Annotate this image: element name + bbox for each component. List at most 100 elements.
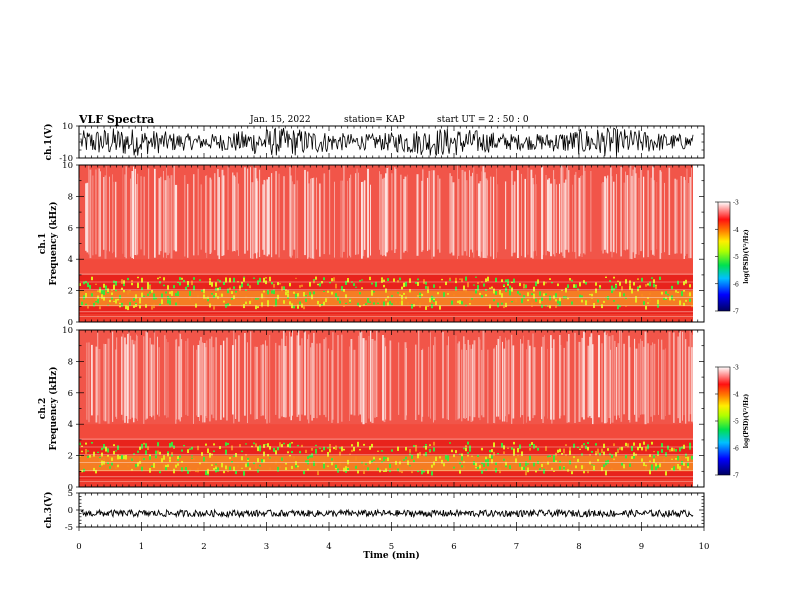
streak (275, 342, 277, 415)
activity-patch (223, 300, 225, 303)
streak (181, 339, 183, 418)
activity-patch (225, 277, 227, 282)
activity-patch (587, 300, 589, 303)
streak (143, 336, 145, 424)
activity-patch (269, 457, 271, 459)
streak (487, 349, 489, 424)
activity-patch (339, 447, 341, 449)
activity-patch (229, 304, 231, 306)
streak (256, 178, 258, 259)
streak (598, 335, 600, 418)
activity-patch (633, 282, 635, 286)
streak (358, 335, 359, 416)
activity-patch (477, 466, 479, 470)
colorbar-2-label: log(PSD)(V²/Hz) (743, 394, 750, 449)
activity-patch (347, 459, 349, 465)
activity-patch (619, 447, 621, 450)
activity-patch (275, 298, 277, 304)
streak (653, 180, 655, 256)
activity-patch (263, 277, 265, 283)
activity-patch (501, 442, 503, 448)
streak (337, 335, 339, 424)
activity-patch (203, 294, 205, 299)
activity-patch (307, 456, 309, 459)
streak (187, 338, 189, 416)
activity-patch (529, 448, 531, 451)
activity-patch (217, 279, 219, 281)
spectrogram-1-band-2-3khz (79, 274, 693, 291)
activity-patch (689, 298, 691, 302)
streak (605, 334, 607, 424)
activity-patch (433, 284, 435, 288)
activity-patch (617, 304, 619, 310)
activity-patch (121, 287, 123, 290)
activity-patch (141, 277, 143, 283)
activity-patch (477, 282, 479, 284)
streak (341, 334, 343, 422)
activity-patch (439, 456, 441, 459)
streak (496, 345, 497, 417)
activity-patch (549, 455, 551, 457)
activity-patch (671, 447, 673, 452)
activity-patch (483, 283, 485, 287)
streak (256, 346, 258, 420)
activity-patch (99, 306, 101, 310)
x-tick-label: 8 (576, 542, 581, 552)
activity-patch (225, 465, 227, 470)
streak (563, 182, 566, 258)
activity-patch (457, 459, 459, 462)
activity-patch (621, 286, 623, 291)
activity-patch (343, 467, 345, 472)
activity-patch (539, 291, 541, 296)
spectrogram-2-band-base (79, 479, 693, 487)
streak (574, 174, 576, 253)
activity-patch (121, 302, 123, 307)
streak (580, 176, 581, 254)
streak (178, 346, 180, 420)
activity-patch (179, 282, 181, 286)
activity-patch (231, 297, 233, 300)
streak (683, 331, 685, 416)
activity-patch (137, 282, 139, 284)
streak (112, 174, 113, 254)
streak (170, 175, 173, 259)
activity-patch (131, 280, 133, 283)
streak (325, 337, 327, 418)
activity-patch (377, 297, 379, 303)
activity-patch (379, 301, 381, 305)
activity-patch (299, 450, 301, 454)
activity-patch (347, 278, 349, 283)
activity-patch (543, 460, 545, 464)
activity-patch (509, 285, 511, 289)
streak (125, 344, 128, 416)
activity-patch (109, 299, 111, 303)
activity-patch (259, 447, 261, 452)
activity-patch (637, 286, 639, 289)
streak (275, 171, 277, 255)
activity-patch (681, 300, 683, 305)
activity-patch (337, 464, 339, 469)
activity-patch (123, 290, 125, 293)
activity-patch (495, 291, 497, 295)
activity-patch (425, 452, 427, 457)
activity-patch (607, 448, 609, 451)
spectrogram-1-band-base (79, 314, 693, 322)
activity-patch (493, 467, 495, 471)
activity-patch (649, 454, 651, 457)
activity-patch (239, 285, 241, 289)
activity-patch (555, 305, 557, 308)
activity-patch (89, 454, 91, 458)
activity-patch (681, 446, 683, 449)
activity-patch (269, 467, 271, 471)
streak (536, 184, 537, 256)
activity-patch (379, 458, 381, 460)
streak (427, 177, 429, 251)
streak (92, 175, 94, 256)
activity-patch (233, 277, 235, 283)
activity-patch (447, 455, 449, 460)
activity-patch (677, 296, 679, 299)
streak (692, 334, 695, 423)
activity-patch (465, 289, 467, 293)
activity-patch (417, 453, 419, 459)
activity-patch (257, 446, 259, 452)
